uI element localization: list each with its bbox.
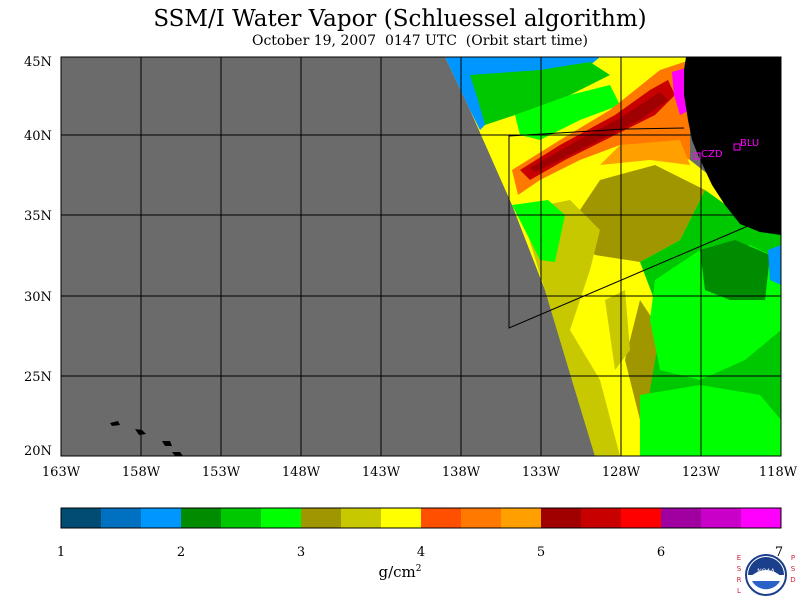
lat-label: 30N xyxy=(24,290,52,305)
colorbar-tick-label: 7 xyxy=(775,545,783,560)
lon-label: 138W xyxy=(442,465,481,480)
colorbar-tick-label: 4 xyxy=(417,545,425,560)
lon-label: 118W xyxy=(759,465,798,480)
colorbar-segment xyxy=(61,508,102,528)
swath-darkgreen-zone xyxy=(700,240,770,300)
lon-label: 128W xyxy=(602,465,641,480)
swath-khaki-zone-2 xyxy=(605,290,630,370)
colorbar-segment xyxy=(581,508,622,528)
lon-label: 133W xyxy=(522,465,561,480)
lon-label: 153W xyxy=(202,465,241,480)
lat-label: 25N xyxy=(24,370,52,385)
colorbar xyxy=(61,508,782,528)
colorbar-segment xyxy=(101,508,142,528)
land-mass xyxy=(684,57,781,235)
station-label: BLU xyxy=(740,138,759,149)
lat-label: 35N xyxy=(24,209,52,224)
lat-label: 40N xyxy=(24,129,52,144)
units-exponent: 2 xyxy=(415,564,422,574)
colorbar-segment xyxy=(181,508,222,528)
map-frame xyxy=(60,56,782,457)
hawaii-island-3 xyxy=(162,441,172,446)
colorbar-tick-label: 5 xyxy=(537,545,545,560)
map-title: SSM/I Water Vapor (Schluessel algorithm) xyxy=(153,6,647,32)
lon-label: 158W xyxy=(122,465,161,480)
station-marker[interactable] xyxy=(693,152,701,160)
colorbar-segment xyxy=(621,508,662,528)
station-label: CZD xyxy=(701,149,723,160)
colorbar-segment xyxy=(461,508,502,528)
study-domain-outline xyxy=(508,127,749,329)
colorbar-segment xyxy=(541,508,582,528)
colorbar-segment xyxy=(341,508,382,528)
colorbar-segment xyxy=(661,508,702,528)
swath-bright-green-zone-2 xyxy=(640,385,781,456)
river-light-orange-band xyxy=(600,140,690,165)
colorbar-segment xyxy=(301,508,342,528)
units-text: g/cm xyxy=(378,563,416,581)
colorbar-segment xyxy=(141,508,182,528)
lon-label: 123W xyxy=(682,465,721,480)
lon-label: 143W xyxy=(362,465,401,480)
gridlines xyxy=(61,57,781,456)
colorbar-tick-label: 3 xyxy=(297,545,305,560)
colorbar-segment xyxy=(381,508,422,528)
colorbar-segment xyxy=(221,508,262,528)
colorbar-segment xyxy=(261,508,302,528)
hawaii-island-1 xyxy=(110,421,120,426)
colorbar-segment xyxy=(741,508,782,528)
colorbar-frame xyxy=(60,507,782,529)
lat-label: 45N xyxy=(24,55,52,70)
lon-label: 148W xyxy=(282,465,321,480)
swath-olive-zone xyxy=(570,165,705,262)
lat-label: 20N xyxy=(24,444,52,459)
map-subtitle: October 19, 2007 0147 UTC (Orbit start t… xyxy=(251,33,589,49)
swath-blue-edge xyxy=(768,245,781,285)
swath-dry-green xyxy=(470,62,610,125)
noaa-seal-icon: NOAA xyxy=(745,554,787,596)
colorbar-tick-label: 1 xyxy=(57,545,65,560)
lon-label: 163W xyxy=(42,465,81,480)
colorbar-units: g/cm2 xyxy=(360,563,440,581)
station-marker[interactable] xyxy=(733,143,741,151)
hawaii-island-4 xyxy=(172,452,183,456)
river-darkred-core xyxy=(530,92,668,172)
colorbar-tick-label: 2 xyxy=(177,545,185,560)
swath-khaki-zone xyxy=(520,200,620,456)
logo-badge-text: NOAA xyxy=(757,568,775,575)
colorbar-tick-label: 6 xyxy=(657,545,665,560)
colorbar-segment xyxy=(421,508,462,528)
colorbar-segment xyxy=(701,508,742,528)
colorbar-segment xyxy=(501,508,542,528)
